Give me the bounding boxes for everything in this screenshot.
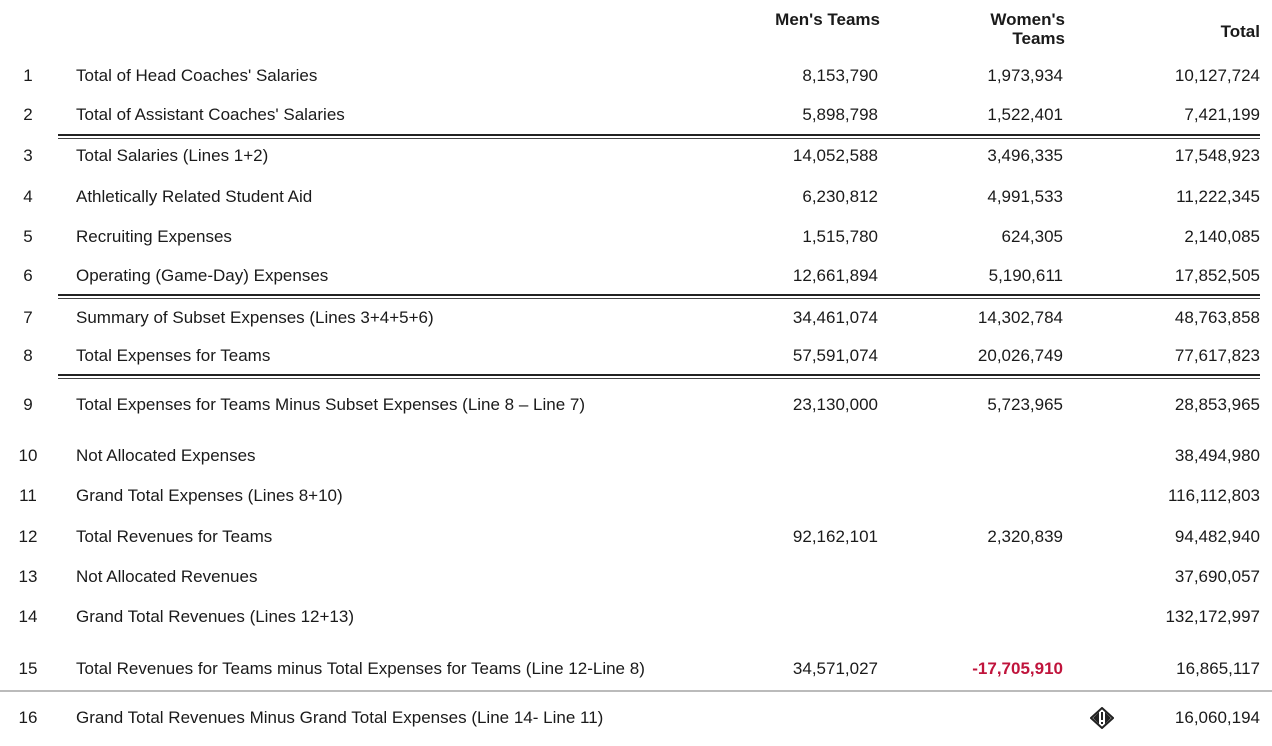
total-value: 116,112,803: [1167, 485, 1260, 505]
row-number: 3: [23, 145, 33, 165]
mens-value: 1,515,780: [802, 226, 878, 246]
total-value: 132,172,997: [1165, 606, 1260, 626]
womens-value: 1,522,401: [987, 104, 1063, 124]
row-number: 12: [18, 526, 38, 546]
separator: [0, 690, 1272, 692]
mens-value: 23,130,000: [792, 394, 878, 414]
row-number: 4: [23, 186, 33, 206]
womens-value: 14,302,784: [977, 307, 1063, 327]
column-header: Total: [1220, 22, 1260, 41]
mens-value: 34,571,027: [792, 658, 878, 678]
row-number: 14: [18, 606, 38, 626]
row-label: Total Salaries (Lines 1+2): [76, 145, 269, 165]
row-number: 1: [23, 65, 33, 85]
double-rule: [58, 294, 1260, 299]
row-label: Grand Total Revenues (Lines 12+13): [76, 606, 355, 626]
row-number: 5: [23, 226, 33, 246]
row-label: Grand Total Expenses (Lines 8+10): [76, 485, 343, 505]
mens-value: 12,661,894: [792, 265, 878, 285]
total-value: 28,853,965: [1174, 394, 1260, 414]
mens-value: 6,230,812: [802, 186, 878, 206]
womens-value: 3,496,335: [987, 145, 1063, 165]
row-label: Grand Total Revenues Minus Grand Total E…: [76, 707, 604, 727]
womens-value: 20,026,749: [977, 345, 1063, 365]
womens-value: 5,723,965: [987, 394, 1063, 414]
row-number: 11: [19, 485, 37, 505]
mens-value: 14,052,588: [792, 145, 878, 165]
total-value: 77,617,823: [1174, 345, 1260, 365]
mens-value: 5,898,798: [802, 104, 878, 124]
womens-value: 5,190,611: [988, 265, 1063, 285]
mens-value: 92,162,101: [792, 526, 878, 546]
row-number: 15: [18, 658, 38, 678]
row-label: Total Revenues for Teams minus Total Exp…: [76, 658, 645, 678]
double-rule: [58, 134, 1260, 139]
mens-value: 57,591,074: [792, 345, 878, 365]
total-value: 7,421,199: [1184, 104, 1260, 124]
total-value: 16,060,194: [1174, 707, 1260, 727]
row-number: 13: [18, 566, 38, 586]
row-label: Operating (Game-Day) Expenses: [76, 265, 329, 285]
row-label: Recruiting Expenses: [76, 226, 232, 246]
row-label: Not Allocated Expenses: [76, 445, 256, 465]
total-value: 10,127,724: [1174, 65, 1260, 85]
womens-value: 1,973,934: [987, 65, 1063, 85]
total-value: 48,763,858: [1174, 307, 1260, 327]
row-label: Not Allocated Revenues: [76, 566, 258, 586]
total-value: 16,865,117: [1176, 658, 1260, 678]
row-number: 6: [23, 265, 33, 285]
row-number: 16: [18, 707, 38, 727]
mens-value: 34,461,074: [792, 307, 878, 327]
double-rule: [58, 374, 1260, 379]
column-header: Women's Teams: [990, 10, 1065, 48]
row-number: 7: [23, 307, 33, 327]
total-value: 17,548,923: [1174, 145, 1260, 165]
total-value: 11,222,345: [1176, 186, 1260, 206]
womens-value: 4,991,533: [987, 186, 1063, 206]
row-label: Total of Head Coaches' Salaries: [76, 65, 318, 85]
row-label: Total Revenues for Teams: [76, 526, 273, 546]
row-number: 2: [23, 104, 33, 124]
total-value: 38,494,980: [1174, 445, 1260, 465]
warning-icon: [1090, 707, 1114, 729]
row-label: Total Expenses for Teams Minus Subset Ex…: [76, 394, 586, 414]
womens-value: 2,320,839: [987, 526, 1063, 546]
total-value: 17,852,505: [1174, 265, 1260, 285]
total-value: 37,690,057: [1174, 566, 1260, 586]
row-label: Athletically Related Student Aid: [76, 186, 313, 206]
total-value: 2,140,085: [1184, 226, 1260, 246]
row-number: 10: [18, 445, 38, 465]
row-number: 8: [23, 345, 33, 365]
row-label: Total of Assistant Coaches' Salaries: [76, 104, 345, 124]
column-header: Men's Teams: [775, 10, 880, 29]
row-label: Total Expenses for Teams: [76, 345, 271, 365]
womens-value: -17,705,910: [972, 658, 1063, 678]
mens-value: 8,153,790: [802, 65, 878, 85]
row-number: 9: [23, 394, 33, 414]
row-label: Summary of Subset Expenses (Lines 3+4+5+…: [76, 307, 434, 327]
womens-value: 624,305: [1001, 226, 1063, 246]
total-value: 94,482,940: [1174, 526, 1260, 546]
